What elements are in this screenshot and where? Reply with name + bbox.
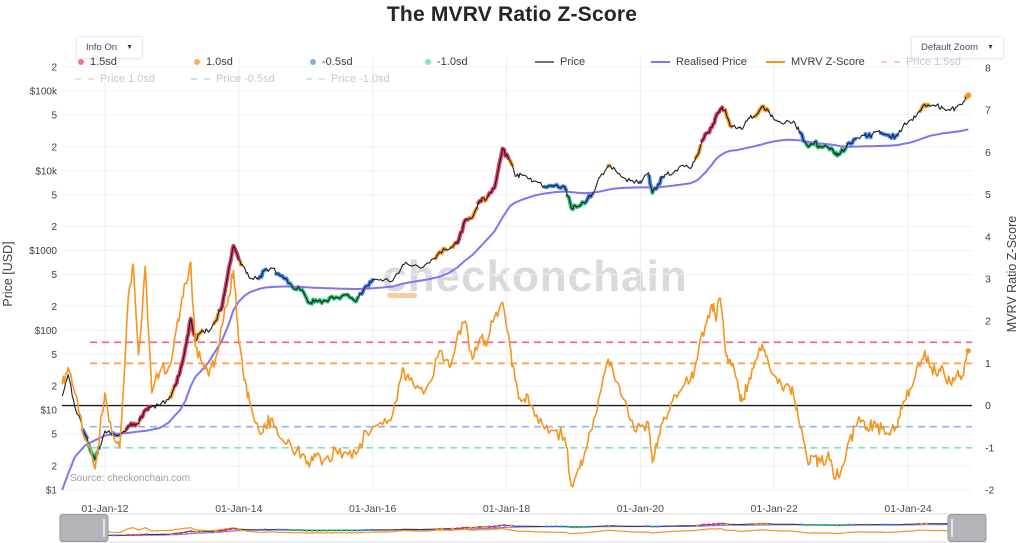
- legend-label: 1.0sd: [206, 56, 233, 68]
- legend-label: Price -0.5sd: [216, 73, 275, 85]
- svg-text:2: 2: [985, 316, 991, 328]
- svg-text:2: 2: [51, 302, 57, 313]
- info-on-button[interactable]: Info On ▼: [76, 36, 144, 59]
- legend-item-realised-price[interactable]: Realised Price: [651, 55, 747, 69]
- svg-text:01-Jan-14: 01-Jan-14: [215, 503, 262, 515]
- svg-text:4: 4: [985, 231, 991, 243]
- svg-text:3: 3: [985, 274, 991, 286]
- svg-text:01-Jan-16: 01-Jan-16: [349, 503, 396, 515]
- mvrv-zscore-line: [61, 261, 970, 488]
- legend-marker-dash-icon: [75, 78, 94, 80]
- legend-item-1.5sd[interactable]: 1.5sd: [78, 55, 117, 69]
- page-title: The MVRV Ratio Z-Score: [386, 3, 638, 26]
- svg-text:5: 5: [51, 430, 57, 441]
- svg-text:2: 2: [51, 222, 57, 233]
- svg-text:5: 5: [51, 190, 57, 201]
- reference-lines: [62, 341, 972, 449]
- legend-marker-line-icon: [535, 61, 554, 63]
- chevron-down-icon: ▼: [126, 44, 134, 51]
- legend-item--1.0sd[interactable]: -1.0sd: [425, 55, 468, 69]
- legend-label: Price -1.0sd: [331, 73, 390, 85]
- legend-label: -0.5sd: [322, 56, 353, 68]
- svg-text:6: 6: [985, 147, 991, 159]
- y-axis-left-title: Price [USD]: [1, 241, 15, 306]
- svg-text:$10k: $10k: [35, 166, 58, 177]
- legend-item-price-1.5sd[interactable]: Price 1.5sd: [881, 55, 961, 69]
- watermark: checkonchain: [382, 252, 688, 301]
- legend-label: Price: [560, 56, 586, 68]
- legend-marker-dash-icon: [191, 78, 210, 80]
- legend-marker-dot-icon: [310, 59, 316, 65]
- legend-item-price-1.0sd[interactable]: Price 1.0sd: [75, 72, 155, 86]
- svg-text:01-Jan-22: 01-Jan-22: [751, 503, 798, 515]
- legend-marker-dot-icon: [425, 59, 431, 65]
- legend-marker-dot-icon: [194, 59, 200, 65]
- svg-text:01-Jan-20: 01-Jan-20: [617, 503, 664, 515]
- svg-text:$100: $100: [35, 326, 58, 337]
- zscore-last-point-marker: [965, 348, 971, 354]
- legend-label: Price 1.0sd: [100, 73, 156, 85]
- range-slider[interactable]: [59, 513, 987, 543]
- svg-text:$100k: $100k: [30, 87, 58, 98]
- y-axis-left-ticks: 2 $100k 5 2 $10k 5 2 $1000 5 2 $100 5 2 $10 5 2 $1: [29, 62, 58, 496]
- svg-text:2: 2: [51, 62, 57, 73]
- svg-text:01-Jan-18: 01-Jan-18: [483, 503, 530, 515]
- range-slider-right-handle[interactable]: [947, 514, 987, 542]
- svg-text:7: 7: [985, 105, 991, 117]
- legend-marker-line-icon: [651, 61, 670, 63]
- svg-text:01-Jan-12: 01-Jan-12: [81, 503, 128, 515]
- source-note: Source: checkonchain.com: [70, 473, 191, 484]
- default-zoom-label: Default Zoom: [921, 42, 979, 53]
- legend-marker-dash-icon: [881, 61, 900, 63]
- svg-text:5: 5: [51, 111, 57, 122]
- svg-text:5: 5: [985, 189, 991, 201]
- svg-text:-1: -1: [985, 442, 994, 454]
- x-axis-ticks: 01-Jan-12 01-Jan-14 01-Jan-16 01-Jan-18 01-J…: [81, 503, 931, 515]
- svg-text:5: 5: [51, 350, 57, 361]
- range-slider-minichart: [108, 522, 948, 537]
- price-last-point-marker: [965, 92, 972, 99]
- y-axis-right-title: MVRV Ratio Z-Score: [1005, 216, 1019, 333]
- legend-item-price--1.0sd[interactable]: Price -1.0sd: [306, 72, 390, 86]
- svg-text:$10: $10: [40, 406, 57, 417]
- realised-price-line: [61, 128, 969, 491]
- legend-label: Realised Price: [676, 56, 747, 68]
- y-axis-right-ticks: 8 7 6 5 4 3 2 1 0 -1 -2: [985, 63, 994, 497]
- legend-label: Price 1.5sd: [906, 56, 962, 68]
- sd-band-segments: [80, 93, 971, 462]
- svg-text:0: 0: [985, 400, 991, 412]
- info-on-label: Info On: [86, 42, 118, 53]
- legend-item--0.5sd[interactable]: -0.5sd: [310, 55, 353, 69]
- svg-text:-2: -2: [985, 485, 994, 497]
- svg-text:1: 1: [985, 358, 991, 370]
- legend-item-price[interactable]: Price: [535, 55, 585, 69]
- chevron-down-icon: ▼: [987, 44, 994, 51]
- legend-label: 1.5sd: [90, 56, 117, 68]
- watermark-swoosh-icon: [387, 293, 417, 298]
- range-slider-track[interactable]: [59, 513, 987, 543]
- range-slider-left-handle[interactable]: [59, 514, 109, 542]
- svg-text:2: 2: [51, 142, 57, 153]
- legend-item-1.0sd[interactable]: 1.0sd: [194, 55, 233, 69]
- svg-text:5: 5: [51, 270, 57, 281]
- svg-text:$1000: $1000: [29, 246, 57, 257]
- legend-marker-line-icon: [766, 61, 785, 63]
- legend-item-price--0.5sd[interactable]: Price -0.5sd: [191, 72, 275, 86]
- legend-marker-dash-icon: [306, 78, 325, 80]
- svg-text:2: 2: [51, 382, 57, 393]
- legend-marker-dot-icon: [78, 59, 84, 65]
- svg-text:01-Jan-24: 01-Jan-24: [884, 503, 931, 515]
- svg-text:8: 8: [985, 63, 991, 75]
- default-zoom-button[interactable]: Default Zoom ▼: [911, 36, 1004, 59]
- legend-label: -1.0sd: [437, 56, 468, 68]
- legend-item-mvrv-z-score[interactable]: MVRV Z-Score: [766, 55, 865, 69]
- svg-text:$1: $1: [46, 486, 58, 497]
- gridlines: [62, 58, 972, 491]
- svg-text:2: 2: [51, 461, 57, 472]
- legend-label: MVRV Z-Score: [791, 56, 865, 68]
- price-line: [61, 95, 969, 461]
